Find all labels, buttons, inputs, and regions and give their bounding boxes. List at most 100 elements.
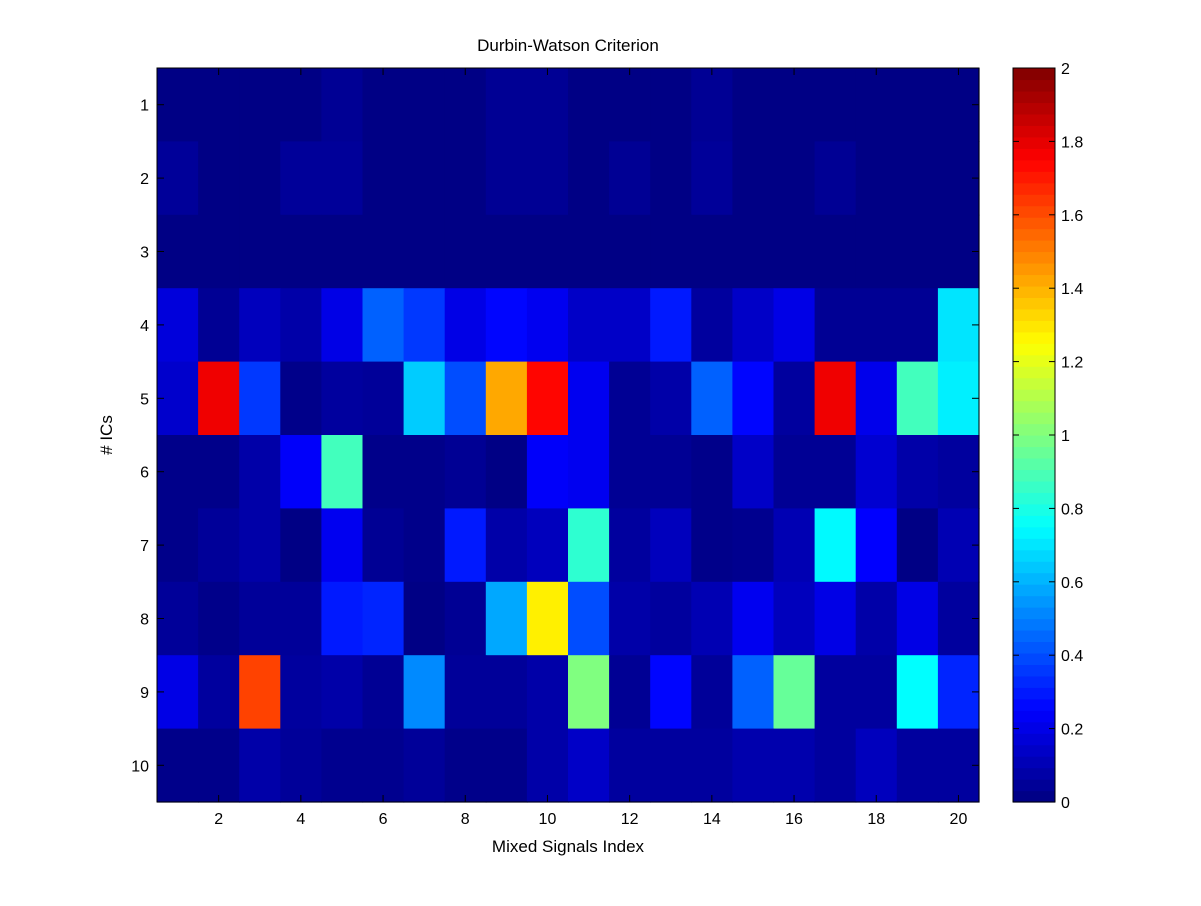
x-tick-label: 18: [867, 811, 885, 828]
heatmap-cell-r6-c3: [239, 435, 281, 509]
heatmap-cell-r3-c14: [691, 214, 733, 289]
x-tick-label: 8: [461, 811, 470, 828]
heatmap-cell-r5-c3: [239, 361, 281, 436]
heatmap-cell-r5-c6: [362, 361, 405, 436]
heatmap-cell-r6-c5: [321, 435, 364, 509]
heatmap-cell-r1-c19: [896, 68, 939, 142]
colorbar-band: [1013, 767, 1055, 780]
y-tick-label: 1: [140, 98, 149, 115]
heatmap-cell-r10-c4: [280, 728, 322, 803]
colorbar-band: [1013, 113, 1055, 126]
heatmap-cell-r2-c14: [691, 141, 733, 216]
heatmap-cell-r2-c4: [280, 141, 322, 216]
heatmap-cell-r2-c2: [198, 141, 240, 216]
colorbar-tick-label: 0.8: [1061, 501, 1083, 518]
heatmap-cell-r1-c14: [691, 68, 733, 142]
heatmap-cell-r9-c7: [403, 655, 446, 730]
heatmap-cell-r3-c10: [526, 214, 569, 289]
heatmap-cell-r8-c19: [896, 581, 939, 656]
heatmap-cell-r10-c8: [444, 728, 487, 803]
colorbar-band: [1013, 538, 1055, 551]
heatmap-cell-r6-c12: [609, 435, 651, 509]
colorbar: [1013, 68, 1055, 803]
colorbar-band: [1013, 90, 1055, 104]
heatmap-cell-r4-c6: [362, 288, 405, 363]
colorbar-band: [1013, 561, 1055, 574]
colorbar-band: [1013, 435, 1055, 448]
heatmap-cell-r8-c15: [732, 581, 775, 656]
x-tick-label: 16: [785, 811, 803, 828]
heatmap-cell-r5-c18: [855, 361, 898, 436]
colorbar-band: [1013, 492, 1055, 505]
heatmap-cell-r10-c16: [773, 728, 816, 803]
heatmap-cell-r4-c13: [650, 288, 692, 363]
heatmap-cell-r3-c5: [321, 214, 364, 289]
x-tick-label: 12: [621, 811, 639, 828]
colorbar-band: [1013, 515, 1055, 528]
heatmap-cell-r5-c5: [321, 361, 364, 436]
heatmap-cell-r10-c17: [814, 728, 857, 803]
heatmap-cell-r2-c12: [609, 141, 651, 216]
heatmap-cell-r1-c8: [444, 68, 487, 142]
heatmap-cell-r3-c8: [444, 214, 487, 289]
colorbar-band: [1013, 710, 1055, 723]
colorbar-band: [1013, 354, 1055, 367]
heatmap-cell-r1-c12: [609, 68, 651, 142]
y-tick-label: 9: [140, 685, 149, 702]
colorbar-band: [1013, 251, 1055, 264]
heatmap-cell-r5-c16: [773, 361, 816, 436]
colorbar-band: [1013, 285, 1055, 298]
colorbar-band: [1013, 79, 1055, 92]
colorbar-band: [1013, 389, 1055, 402]
heatmap-cell-r7-c16: [773, 508, 816, 583]
y-tick-label: 7: [140, 538, 149, 555]
heatmap-cell-r8-c4: [280, 581, 322, 656]
heatmap-cell-r7-c4: [280, 508, 322, 583]
heatmap-cell-r10-c3: [239, 728, 281, 803]
y-axis-label: # ICs: [97, 415, 116, 455]
colorbar-band: [1013, 618, 1055, 631]
colorbar-band: [1013, 779, 1055, 792]
y-tick-label: 2: [140, 171, 149, 188]
heatmap-cell-r6-c17: [814, 435, 857, 509]
colorbar-band: [1013, 607, 1055, 620]
heatmap-cell-r1-c18: [855, 68, 898, 142]
heatmap-cell-r3-c13: [650, 214, 692, 289]
heatmap-cell-r4-c12: [609, 288, 651, 363]
heatmap-cell-r2-c17: [814, 141, 857, 216]
heatmap-cell-r7-c6: [362, 508, 405, 583]
colorbar-band: [1013, 756, 1055, 769]
colorbar-band: [1013, 641, 1055, 654]
heatmap-cell-r10-c12: [609, 728, 651, 803]
heatmap-cell-r10-c10: [526, 728, 569, 803]
colorbar-band: [1013, 687, 1055, 700]
colorbar-tick-label: 0.2: [1061, 722, 1083, 739]
heatmap-cell-r7-c12: [609, 508, 651, 583]
heatmap-cell-r4-c9: [485, 288, 528, 363]
colorbar-band: [1013, 171, 1055, 184]
heatmap-cell-r2-c6: [362, 141, 405, 216]
heatmap-cell-r8-c18: [855, 581, 898, 656]
x-tick-label: 14: [703, 811, 721, 828]
heatmap-cell-r4-c19: [896, 288, 939, 363]
heatmap-cell-r8-c17: [814, 581, 857, 656]
colorbar-band: [1013, 469, 1055, 482]
heatmap-cell-r10-c6: [362, 728, 405, 803]
colorbar-band: [1013, 343, 1055, 356]
heatmap-cell-r2-c10: [526, 141, 569, 216]
heatmap-cell-r7-c13: [650, 508, 692, 583]
heatmap-cell-r3-c18: [855, 214, 898, 289]
colorbar-band: [1013, 549, 1055, 562]
heatmap-cell-r3-c4: [280, 214, 322, 289]
heatmap-cell-r9-c18: [855, 655, 898, 730]
heatmap-cell-r5-c14: [691, 361, 733, 436]
heatmap-cell-r8-c2: [198, 581, 240, 656]
heatmap-cell-r1-c16: [773, 68, 816, 142]
colorbar-tick-label: 1: [1061, 428, 1070, 445]
heatmap-cell-r5-c9: [485, 361, 528, 436]
x-tick-label: 6: [379, 811, 388, 828]
heatmap-cell-r8-c3: [239, 581, 281, 656]
colorbar-band: [1013, 595, 1055, 608]
colorbar-ticks: 0 0.2 0.4 0.6 0.8 1 1.2 1.4 1.6 1.8 2: [1013, 61, 1083, 812]
